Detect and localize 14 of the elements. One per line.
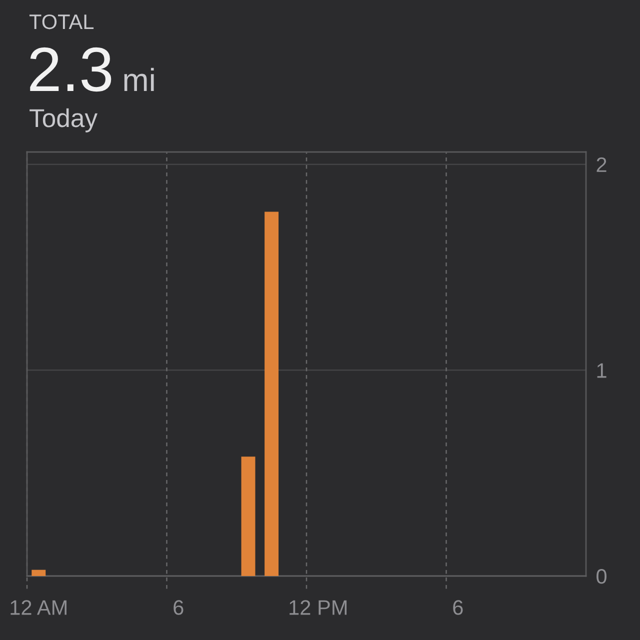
text: 2.3 [30, 47, 112, 92]
bar [241, 456, 256, 576]
bar [32, 570, 46, 576]
x-tick-label: 6 [174, 600, 184, 615]
text: mi [124, 68, 154, 91]
y-tick-label: 2 [596, 157, 606, 172]
x-tick-label: 12 AM [10, 600, 66, 615]
x-tick-label: 12 PM [290, 600, 347, 615]
chart-title: TOTAL [29, 14, 94, 30]
bar [264, 212, 279, 576]
y-tick-label: 0 [596, 569, 606, 584]
y-tick-label: 1 [597, 363, 606, 378]
chart-subtitle: Today [30, 108, 98, 132]
x-tick-label: 6 [453, 600, 463, 615]
